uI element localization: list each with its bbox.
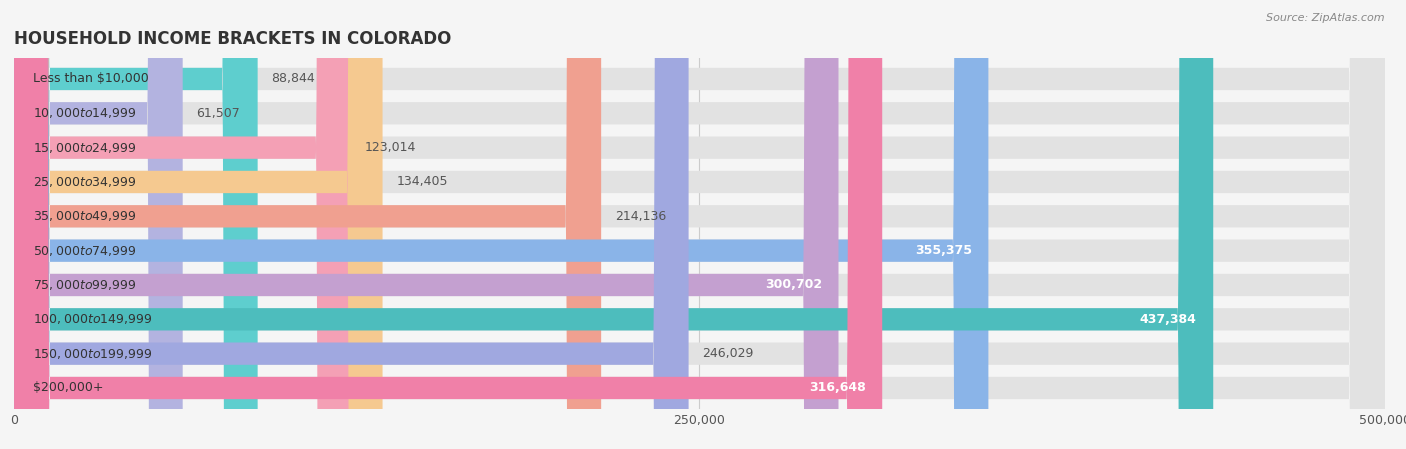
FancyBboxPatch shape [14,0,382,449]
Text: 134,405: 134,405 [396,176,447,189]
FancyBboxPatch shape [14,0,1213,449]
FancyBboxPatch shape [14,0,1385,449]
Text: $200,000+: $200,000+ [34,382,104,395]
Text: 316,648: 316,648 [808,382,866,395]
FancyBboxPatch shape [14,0,1385,449]
FancyBboxPatch shape [14,0,838,449]
Text: $10,000 to $14,999: $10,000 to $14,999 [34,106,136,120]
FancyBboxPatch shape [14,0,257,449]
Text: $150,000 to $199,999: $150,000 to $199,999 [34,347,153,361]
Text: 88,844: 88,844 [271,72,315,85]
FancyBboxPatch shape [14,0,1385,449]
Text: 437,384: 437,384 [1140,313,1197,326]
Text: 300,702: 300,702 [765,278,823,291]
Text: $50,000 to $74,999: $50,000 to $74,999 [34,244,136,258]
FancyBboxPatch shape [14,0,183,449]
Text: $100,000 to $149,999: $100,000 to $149,999 [34,313,153,326]
Text: 246,029: 246,029 [703,347,754,360]
Text: 123,014: 123,014 [366,141,416,154]
Text: $25,000 to $34,999: $25,000 to $34,999 [34,175,136,189]
Text: 355,375: 355,375 [915,244,972,257]
Text: 61,507: 61,507 [197,107,240,120]
FancyBboxPatch shape [14,0,1385,449]
FancyBboxPatch shape [14,0,352,449]
Text: $35,000 to $49,999: $35,000 to $49,999 [34,209,136,223]
FancyBboxPatch shape [14,0,1385,449]
FancyBboxPatch shape [14,0,1385,449]
Text: Less than $10,000: Less than $10,000 [34,72,149,85]
FancyBboxPatch shape [14,0,1385,449]
FancyBboxPatch shape [14,0,1385,449]
FancyBboxPatch shape [14,0,689,449]
FancyBboxPatch shape [14,0,988,449]
Text: Source: ZipAtlas.com: Source: ZipAtlas.com [1267,13,1385,23]
FancyBboxPatch shape [14,0,602,449]
Text: 214,136: 214,136 [614,210,666,223]
FancyBboxPatch shape [14,0,1385,449]
Text: HOUSEHOLD INCOME BRACKETS IN COLORADO: HOUSEHOLD INCOME BRACKETS IN COLORADO [14,31,451,48]
FancyBboxPatch shape [14,0,882,449]
FancyBboxPatch shape [14,0,1385,449]
Text: $15,000 to $24,999: $15,000 to $24,999 [34,141,136,154]
Text: $75,000 to $99,999: $75,000 to $99,999 [34,278,136,292]
